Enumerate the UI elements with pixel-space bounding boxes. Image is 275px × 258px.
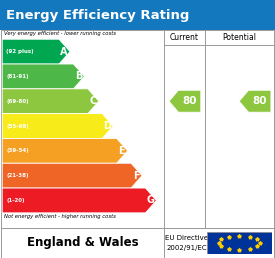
Text: 80: 80 xyxy=(252,96,267,106)
Text: F: F xyxy=(133,171,139,181)
Polygon shape xyxy=(2,89,99,114)
Text: (69-80): (69-80) xyxy=(6,99,29,104)
Polygon shape xyxy=(2,114,113,139)
Text: 2002/91/EC: 2002/91/EC xyxy=(167,245,207,251)
Polygon shape xyxy=(2,39,70,64)
Text: England & Wales: England & Wales xyxy=(27,236,138,249)
Text: B: B xyxy=(75,71,82,82)
Text: Very energy efficient - lower running costs: Very energy efficient - lower running co… xyxy=(4,31,116,36)
Text: Potential: Potential xyxy=(222,33,256,42)
Polygon shape xyxy=(2,188,156,213)
Text: (92 plus): (92 plus) xyxy=(6,49,34,54)
Text: E: E xyxy=(118,146,125,156)
Text: C: C xyxy=(89,96,97,106)
Text: A: A xyxy=(60,47,68,57)
Text: (81-91): (81-91) xyxy=(6,74,29,79)
Text: Energy Efficiency Rating: Energy Efficiency Rating xyxy=(6,9,189,22)
Text: Current: Current xyxy=(170,33,199,42)
Text: (55-68): (55-68) xyxy=(6,124,29,128)
Text: (21-38): (21-38) xyxy=(6,173,29,178)
Polygon shape xyxy=(239,90,271,112)
Polygon shape xyxy=(169,90,201,112)
Text: (1-20): (1-20) xyxy=(6,198,25,203)
Polygon shape xyxy=(2,163,142,188)
Text: Not energy efficient - higher running costs: Not energy efficient - higher running co… xyxy=(4,214,116,219)
Bar xyxy=(0,0,275,30)
Polygon shape xyxy=(2,139,128,163)
Text: EU Directive: EU Directive xyxy=(166,235,208,241)
Text: G: G xyxy=(146,196,154,205)
Bar xyxy=(1,30,274,228)
Text: 80: 80 xyxy=(182,96,197,106)
Text: D: D xyxy=(103,121,111,131)
Text: (39-54): (39-54) xyxy=(6,148,29,153)
Polygon shape xyxy=(2,64,84,89)
Bar xyxy=(1,228,274,258)
